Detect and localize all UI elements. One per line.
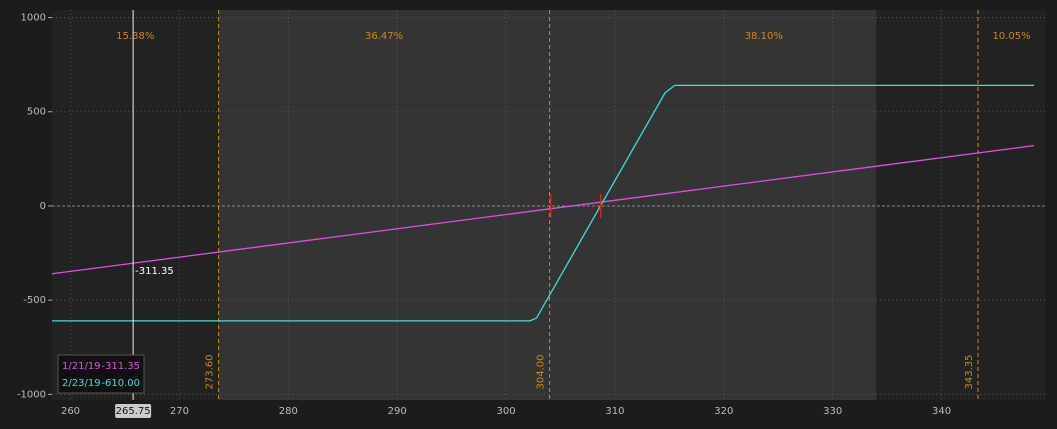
shaded-band (218, 10, 877, 400)
x-tick-label: 260 (61, 406, 80, 417)
y-tick-label: 500 (27, 107, 46, 118)
probability-label: 15.38% (116, 31, 154, 42)
x-tick-label: 290 (388, 406, 407, 417)
marker-label: 343.35 (964, 355, 975, 390)
x-tick-label: 300 (496, 406, 515, 417)
legend-box (57, 354, 145, 394)
y-tick-label: 1000 (21, 13, 46, 24)
x-tick-label: 330 (823, 406, 842, 417)
y-tick-label: -500 (23, 295, 46, 306)
x-tick-label: 270 (170, 406, 189, 417)
legend-value: -311.35 (101, 361, 140, 372)
y-tick-label: -1000 (17, 389, 46, 400)
series-line (51, 145, 1035, 275)
marker-label: 304.00 (536, 355, 547, 390)
x-tick-label: 310 (605, 406, 624, 417)
legend-name: 1/21/19 (62, 361, 101, 372)
probability-label: 36.47% (365, 31, 403, 42)
crosshair-value: -311.35 (135, 266, 174, 277)
x-tick-label: 320 (714, 406, 733, 417)
marker-label: 273.60 (205, 355, 216, 390)
y-tick-label: 0 (40, 201, 46, 212)
probability-label: 10.05% (992, 31, 1030, 42)
crosshair-x-box (115, 404, 152, 418)
x-tick-label: 340 (932, 406, 951, 417)
crosshair-x-label: 265.75 (116, 406, 151, 417)
x-tick-label: 280 (279, 406, 298, 417)
legend-value: -610.00 (101, 378, 140, 389)
legend-name: 2/23/19 (62, 378, 101, 389)
probability-label: 38.10% (745, 31, 783, 42)
